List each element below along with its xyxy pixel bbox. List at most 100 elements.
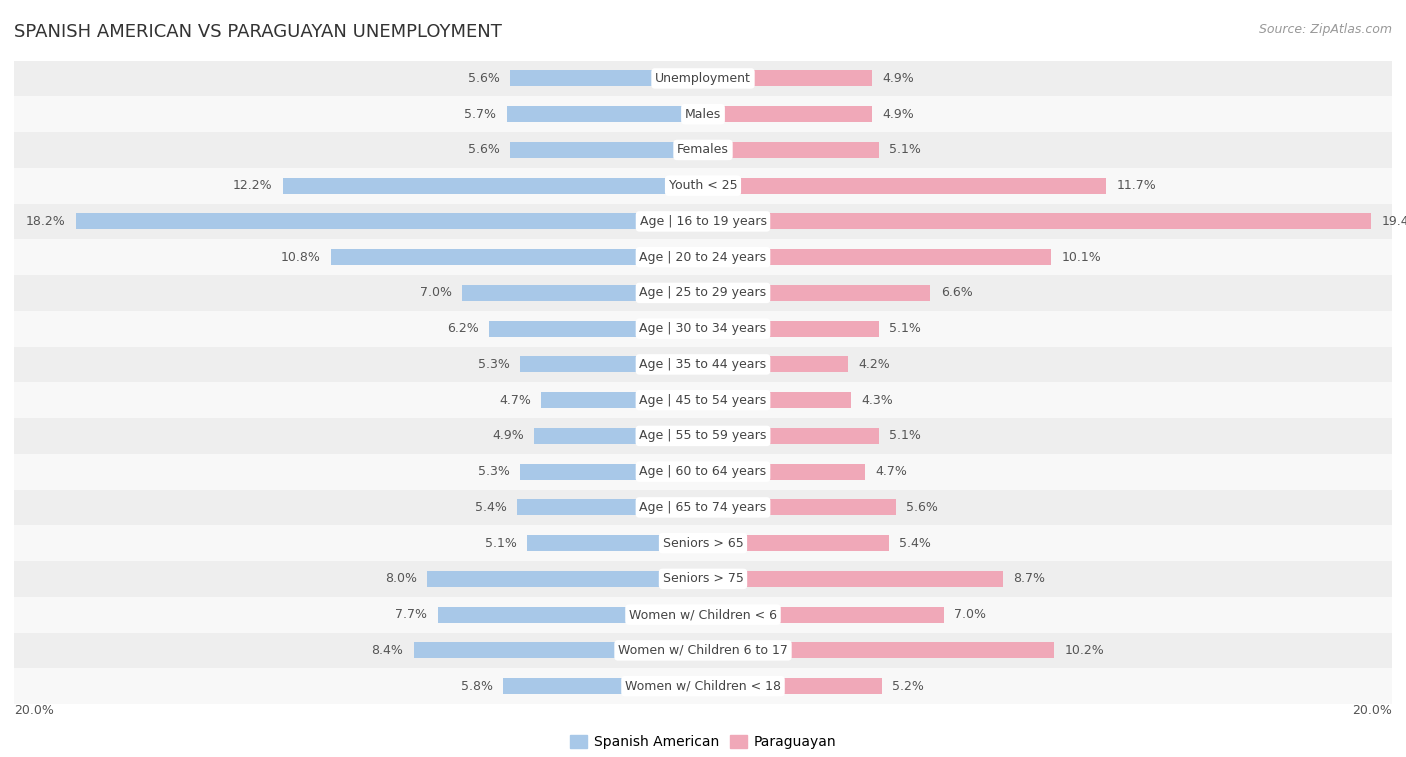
Text: 4.3%: 4.3% [862,394,893,407]
Text: 5.8%: 5.8% [461,680,494,693]
Bar [703,392,851,408]
Bar [14,61,1392,96]
Text: 5.1%: 5.1% [889,322,921,335]
Bar [510,142,703,158]
Bar [14,490,1392,525]
Text: Youth < 25: Youth < 25 [669,179,737,192]
Bar [527,535,703,551]
Bar [330,249,703,265]
Bar [14,597,1392,633]
Bar [703,357,848,372]
Bar [703,178,1107,194]
Bar [14,668,1392,704]
Bar [14,525,1392,561]
Bar [14,347,1392,382]
Bar [14,168,1392,204]
Text: Age | 60 to 64 years: Age | 60 to 64 years [640,465,766,478]
Bar [703,428,879,444]
Bar [76,213,703,229]
Legend: Spanish American, Paraguayan: Spanish American, Paraguayan [564,730,842,755]
Bar [14,453,1392,490]
Bar [14,418,1392,453]
Bar [703,571,1002,587]
Text: 5.4%: 5.4% [900,537,931,550]
Text: 5.1%: 5.1% [485,537,517,550]
Bar [413,643,703,659]
Bar [503,678,703,694]
Text: 4.7%: 4.7% [875,465,907,478]
Text: Age | 65 to 74 years: Age | 65 to 74 years [640,501,766,514]
Bar [461,285,703,301]
Bar [520,463,703,480]
Text: Age | 25 to 29 years: Age | 25 to 29 years [640,286,766,300]
Text: 5.1%: 5.1% [889,143,921,157]
Bar [283,178,703,194]
Bar [489,321,703,337]
Text: 5.3%: 5.3% [478,358,510,371]
Bar [703,142,879,158]
Text: 18.2%: 18.2% [25,215,66,228]
Text: 8.7%: 8.7% [1012,572,1045,585]
Text: 10.2%: 10.2% [1064,644,1105,657]
Text: 5.1%: 5.1% [889,429,921,442]
Text: Age | 35 to 44 years: Age | 35 to 44 years [640,358,766,371]
Text: Seniors > 65: Seniors > 65 [662,537,744,550]
Bar [534,428,703,444]
Text: Age | 45 to 54 years: Age | 45 to 54 years [640,394,766,407]
Text: 12.2%: 12.2% [233,179,273,192]
Bar [14,382,1392,418]
Bar [14,311,1392,347]
Bar [703,285,931,301]
Text: 20.0%: 20.0% [1353,704,1392,717]
Text: Age | 30 to 34 years: Age | 30 to 34 years [640,322,766,335]
Bar [703,500,896,516]
Text: Females: Females [678,143,728,157]
Text: 4.2%: 4.2% [858,358,890,371]
Text: 6.2%: 6.2% [447,322,479,335]
Text: 4.9%: 4.9% [882,72,914,85]
Text: Age | 20 to 24 years: Age | 20 to 24 years [640,251,766,263]
Text: 10.1%: 10.1% [1062,251,1101,263]
Bar [541,392,703,408]
Bar [703,463,865,480]
Text: Women w/ Children 6 to 17: Women w/ Children 6 to 17 [619,644,787,657]
Bar [14,204,1392,239]
Text: Males: Males [685,107,721,120]
Text: 5.4%: 5.4% [475,501,506,514]
Text: 5.3%: 5.3% [478,465,510,478]
Text: 7.0%: 7.0% [419,286,451,300]
Text: 7.7%: 7.7% [395,608,427,621]
Text: Source: ZipAtlas.com: Source: ZipAtlas.com [1258,23,1392,36]
Text: 5.6%: 5.6% [907,501,938,514]
Text: Seniors > 75: Seniors > 75 [662,572,744,585]
Bar [703,535,889,551]
Bar [427,571,703,587]
Text: Women w/ Children < 6: Women w/ Children < 6 [628,608,778,621]
Bar [14,633,1392,668]
Text: 10.8%: 10.8% [281,251,321,263]
Text: 8.4%: 8.4% [371,644,404,657]
Text: Age | 55 to 59 years: Age | 55 to 59 years [640,429,766,442]
Text: 11.7%: 11.7% [1116,179,1156,192]
Bar [14,96,1392,132]
Text: 4.9%: 4.9% [882,107,914,120]
Text: SPANISH AMERICAN VS PARAGUAYAN UNEMPLOYMENT: SPANISH AMERICAN VS PARAGUAYAN UNEMPLOYM… [14,23,502,41]
Bar [703,678,882,694]
Bar [703,321,879,337]
Text: 5.6%: 5.6% [468,72,499,85]
Bar [520,357,703,372]
Text: 6.6%: 6.6% [941,286,973,300]
Text: Women w/ Children < 18: Women w/ Children < 18 [626,680,780,693]
Text: 20.0%: 20.0% [14,704,53,717]
Text: Age | 16 to 19 years: Age | 16 to 19 years [640,215,766,228]
Text: 8.0%: 8.0% [385,572,418,585]
Bar [703,213,1371,229]
Text: 5.7%: 5.7% [464,107,496,120]
Text: 7.0%: 7.0% [955,608,987,621]
Bar [14,561,1392,597]
Text: 5.2%: 5.2% [893,680,924,693]
Bar [510,70,703,86]
Text: 4.9%: 4.9% [492,429,524,442]
Text: Unemployment: Unemployment [655,72,751,85]
Bar [14,239,1392,275]
